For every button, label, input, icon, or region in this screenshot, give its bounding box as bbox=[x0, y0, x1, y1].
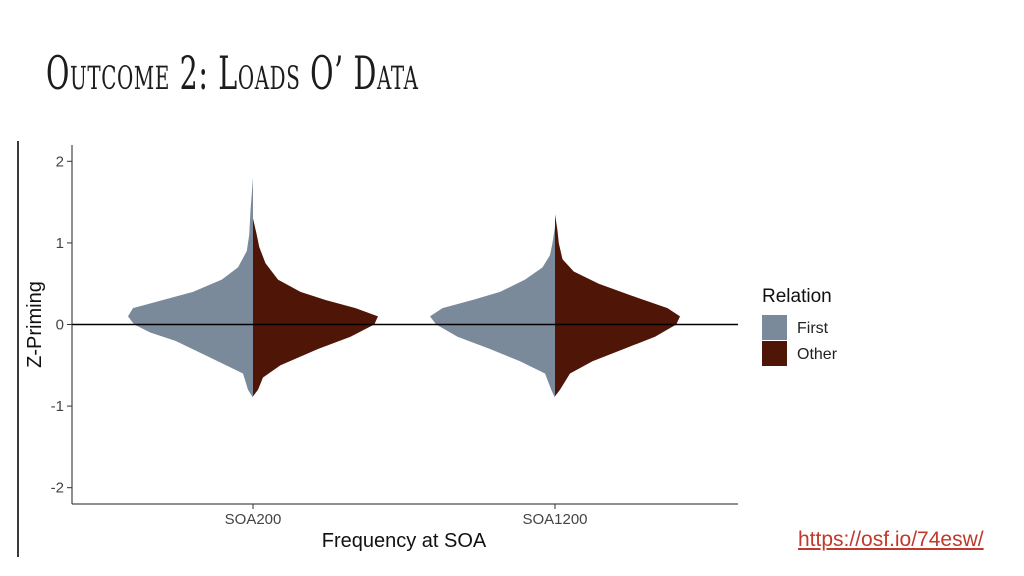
violin-other-soa200 bbox=[253, 218, 378, 397]
source-link[interactable]: https://osf.io/74esw/ bbox=[798, 528, 984, 551]
y-tick-label: -2 bbox=[51, 480, 64, 497]
y-tick-label: -1 bbox=[51, 398, 64, 415]
legend-title: Relation bbox=[762, 286, 832, 307]
violin-other-soa1200 bbox=[555, 214, 680, 397]
y-tick-label: 0 bbox=[56, 317, 64, 334]
x-tick-label: SOA1200 bbox=[522, 511, 587, 528]
legend-swatch-other bbox=[762, 341, 787, 366]
x-axis-title: Frequency at SOA bbox=[322, 530, 487, 552]
legend-label-first: First bbox=[797, 320, 829, 337]
legend-swatch-first bbox=[762, 315, 787, 340]
y-tick-label: 1 bbox=[56, 235, 64, 252]
slide-title: Outcome 2: Loads O’ Data bbox=[46, 46, 419, 100]
legend-label-other: Other bbox=[797, 346, 838, 363]
y-axis-title: Z-Priming bbox=[24, 281, 46, 368]
plot-area bbox=[72, 177, 738, 398]
legend: Relation First Other bbox=[762, 286, 838, 366]
x-tick-label: SOA200 bbox=[225, 511, 282, 528]
slide-divider-line bbox=[17, 141, 19, 557]
violin-first-soa200 bbox=[128, 177, 253, 398]
axes: -2 -1 0 1 2 SOA200 SOA1200 Frequency at SOA Z-Pr… bbox=[24, 145, 738, 552]
y-tick-label: 2 bbox=[56, 153, 64, 170]
violin-first-soa1200 bbox=[430, 226, 555, 398]
